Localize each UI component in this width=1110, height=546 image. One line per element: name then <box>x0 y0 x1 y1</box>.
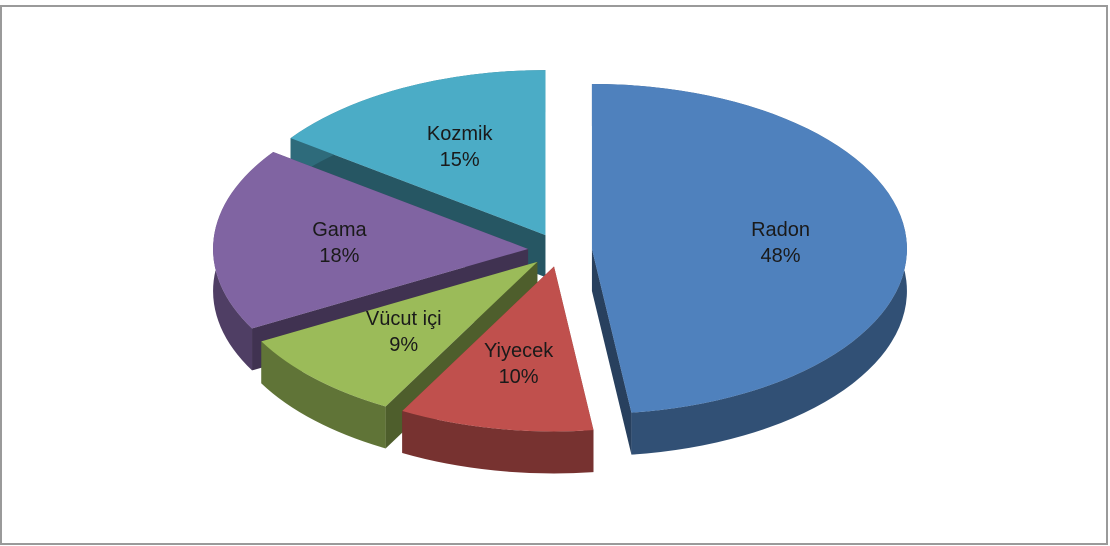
slice-label: Radon <box>751 219 810 241</box>
slice <box>402 266 594 474</box>
slice-value-label: 10% <box>499 366 539 388</box>
slice-label: Yiyecek <box>484 340 554 362</box>
slice-side <box>591 248 632 455</box>
slice-label: Gama <box>312 219 367 241</box>
slice-wall <box>261 341 386 449</box>
slice-top <box>402 266 594 432</box>
slice-value-label: 9% <box>389 334 418 356</box>
slice <box>591 83 907 455</box>
slice-top <box>213 151 529 329</box>
slice-top <box>261 261 538 407</box>
slice-value-label: 48% <box>761 245 801 267</box>
slice-value-label: 15% <box>440 149 480 171</box>
slice-top <box>591 83 907 413</box>
slice-label: Kozmik <box>427 123 494 145</box>
slice-label: Vücut içi <box>366 308 442 330</box>
slice-top <box>290 70 546 236</box>
slice-wall <box>402 411 594 474</box>
slice-value-label: 18% <box>319 245 359 267</box>
